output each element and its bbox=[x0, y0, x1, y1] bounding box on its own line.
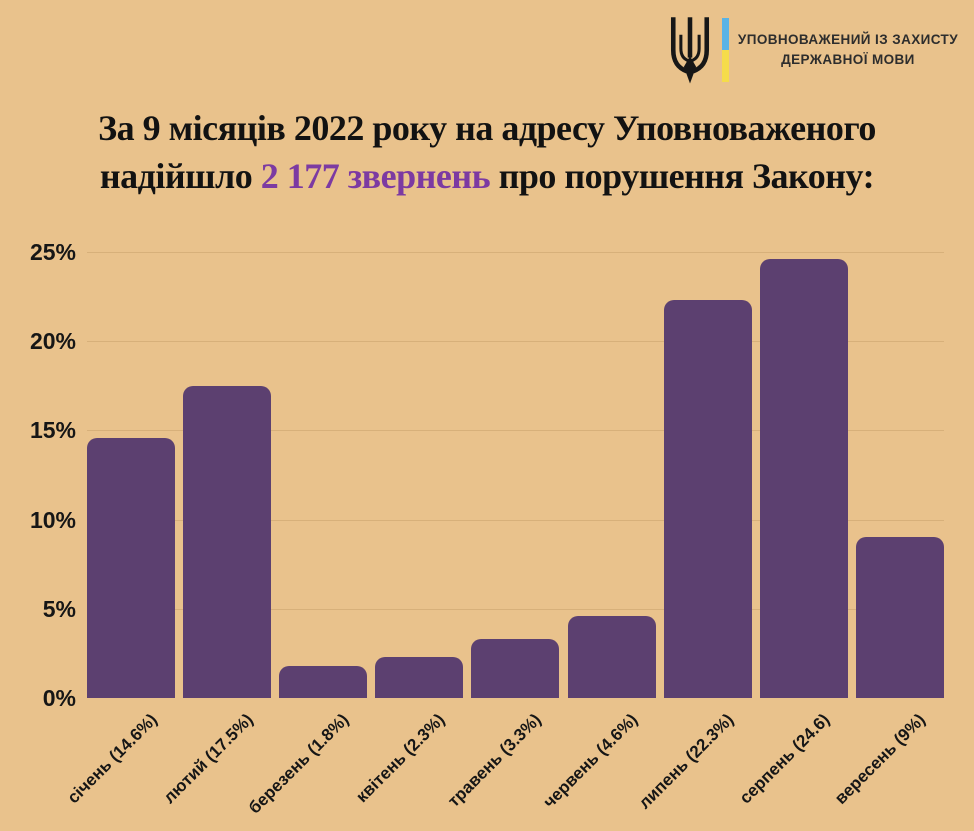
gridline-25 bbox=[87, 252, 944, 253]
x-tick-label: серпень (24.6) bbox=[735, 710, 834, 808]
bar bbox=[375, 656, 464, 698]
bar bbox=[663, 300, 752, 698]
chart-title-line1: За 9 місяців 2022 року на адресу Уповнов… bbox=[98, 108, 876, 148]
flag-yellow bbox=[721, 50, 729, 82]
flag-blue bbox=[721, 18, 729, 50]
gridline-5 bbox=[87, 608, 944, 610]
chart-title: За 9 місяців 2022 року на адресу Уповнов… bbox=[0, 104, 974, 200]
title-highlight: 2 177 звернень bbox=[260, 156, 491, 196]
trident-icon bbox=[670, 17, 709, 84]
flag-bar-icon bbox=[721, 18, 729, 82]
y-tick-label: 0% bbox=[42, 685, 76, 711]
bar bbox=[471, 639, 560, 698]
org-name-line1: УПОВНОВАЖЕНИЙ ІЗ ЗАХИСТУ bbox=[737, 32, 958, 47]
bar bbox=[279, 665, 368, 698]
y-tick-label: 25% bbox=[29, 239, 76, 265]
y-tick-label: 15% bbox=[29, 417, 76, 444]
gridline-15 bbox=[87, 430, 944, 432]
gridline-20 bbox=[87, 341, 944, 343]
chart-title-line2: надійшло 2 177 звернень про порушення За… bbox=[99, 156, 875, 196]
org-logo: УПОВНОВАЖЕНИЙ ІЗ ЗАХИСТУ ДЕРЖАВНОЇ МОВИ bbox=[667, 15, 958, 85]
bar bbox=[183, 385, 272, 698]
x-tick-label: квітень (2.3%) bbox=[352, 710, 449, 807]
x-tick-label: березень (1.8%) bbox=[245, 710, 353, 818]
x-tick-label: травень (3.3%) bbox=[444, 710, 545, 811]
y-tick-label: 20% bbox=[29, 328, 76, 355]
bar bbox=[855, 537, 944, 698]
org-name-line2: ДЕРЖАВНОЇ МОВИ bbox=[781, 52, 915, 67]
gridline-10 bbox=[87, 519, 944, 521]
bar bbox=[759, 259, 848, 698]
x-tick-label: липень (22.3%) bbox=[634, 710, 738, 813]
y-tick-label: 5% bbox=[42, 595, 76, 622]
title-suffix: про порушення Закону: bbox=[490, 156, 875, 196]
x-tick-label: вересень (9%) bbox=[831, 710, 930, 808]
org-name: УПОВНОВАЖЕНИЙ ІЗ ЗАХИСТУ ДЕРЖАВНОЇ МОВИ bbox=[738, 30, 958, 70]
bar bbox=[87, 437, 175, 698]
x-tick-label: січень (14.6%) bbox=[63, 710, 161, 808]
bar bbox=[567, 615, 656, 698]
x-tick-label: лютий (17.5%) bbox=[159, 710, 257, 808]
y-tick-label: 10% bbox=[29, 506, 76, 533]
x-tick-label: червень (4.6%) bbox=[539, 710, 641, 812]
title-prefix: надійшло bbox=[99, 156, 261, 196]
